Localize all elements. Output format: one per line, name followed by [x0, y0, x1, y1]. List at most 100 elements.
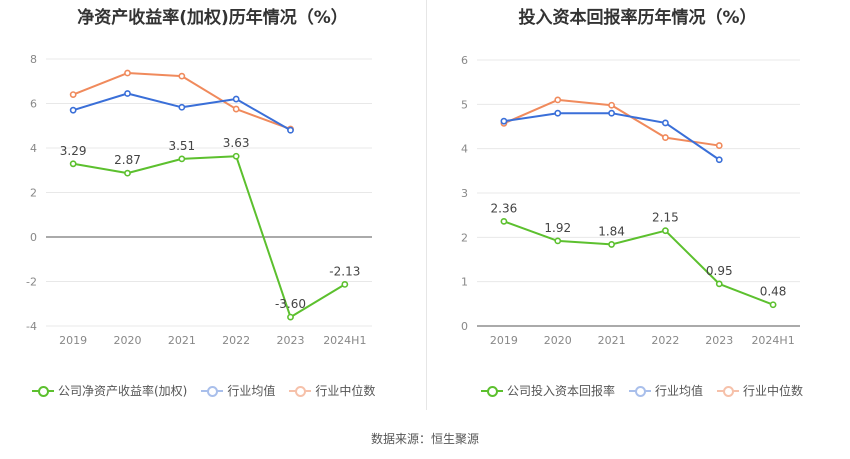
x-tick-label: 2022 — [222, 334, 250, 347]
legend-label: 行业均值 — [655, 384, 704, 398]
y-tick-label: 0 — [461, 320, 468, 333]
y-tick-label: 5 — [461, 98, 468, 111]
data-point[interactable] — [69, 160, 77, 168]
roe-chart-legend: 公司净资产收益率(加权) 行业均值 行业中位数 — [32, 382, 375, 399]
data-point[interactable] — [178, 155, 186, 163]
data-label: 2.87 — [114, 153, 141, 167]
roe-chart-plot: -4 -2 0 2 4 6 8 2019 2020 2021 2022 2023 2024H1 3.29 2… — [26, 53, 372, 347]
legend-line-icon — [481, 385, 503, 397]
data-label: 1.84 — [598, 224, 625, 238]
x-tick-label: 2021 — [598, 334, 626, 347]
data-label: 0.48 — [760, 285, 787, 299]
x-tick-label: 2021 — [168, 334, 196, 347]
data-label: 3.63 — [223, 136, 250, 150]
data-point[interactable] — [500, 217, 508, 225]
data-point[interactable] — [662, 119, 669, 127]
roic-chart-panel: 投入资本回报率历年情况（%） 0 1 2 3 4 5 6 2019 2020 2021 2022 20… — [425, 0, 850, 420]
data-point[interactable] — [662, 134, 669, 141]
data-point[interactable] — [662, 227, 669, 235]
y-tick-label: 2 — [461, 231, 468, 244]
y-tick-label: 2 — [30, 187, 37, 200]
legend-line-icon — [289, 385, 312, 397]
x-tick-label: 2019 — [59, 334, 87, 347]
legend-label: 行业中位数 — [743, 384, 804, 398]
data-point[interactable] — [554, 109, 562, 117]
legend-line-icon — [717, 385, 740, 397]
data-point[interactable] — [715, 280, 723, 288]
data-point[interactable] — [178, 103, 186, 111]
data-point[interactable] — [341, 280, 349, 288]
data-label: -2.13 — [329, 264, 360, 278]
data-point[interactable] — [500, 117, 508, 125]
data-point[interactable] — [769, 301, 777, 309]
data-label: 1.92 — [544, 221, 571, 235]
roic-chart-plot: 0 1 2 3 4 5 6 2019 2020 2021 2022 2023 2024H1 2.36 1.9… — [461, 54, 800, 347]
data-label: 2.36 — [491, 201, 518, 215]
y-tick-label: -2 — [26, 276, 37, 289]
y-tick-label: 3 — [461, 187, 468, 200]
data-point[interactable] — [178, 72, 186, 80]
panel-divider — [426, 0, 427, 410]
legend-line-icon — [629, 385, 652, 397]
y-tick-label: 4 — [30, 142, 37, 155]
roic-chart-title: 投入资本回报率历年情况（%） — [518, 8, 757, 28]
data-point[interactable] — [232, 95, 240, 103]
legend-item-industry-mean[interactable]: 行业均值 — [201, 382, 275, 399]
roe-chart-title: 净资产收益率(加权)历年情况（%） — [77, 8, 348, 28]
data-point[interactable] — [232, 105, 240, 113]
legend-label: 公司净资产收益率(加权) — [58, 384, 188, 398]
data-label: 0.95 — [706, 264, 733, 278]
legend-item-industry-median[interactable]: 行业中位数 — [289, 382, 375, 399]
x-tick-label: 2024H1 — [751, 334, 794, 347]
y-tick-label: 4 — [461, 143, 468, 156]
data-point[interactable] — [715, 142, 723, 149]
y-tick-label: 8 — [30, 53, 37, 66]
legend-label: 公司投入资本回报率 — [507, 384, 616, 398]
x-tick-label: 2024H1 — [323, 334, 366, 347]
legend-line-icon — [201, 385, 224, 397]
series-line-0 — [72, 155, 346, 319]
data-point[interactable] — [608, 101, 615, 109]
data-point[interactable] — [608, 109, 615, 117]
data-point[interactable] — [715, 156, 723, 164]
data-source-note: 数据来源：恒生聚源 — [370, 432, 479, 446]
data-label: 3.29 — [60, 144, 87, 158]
data-point[interactable] — [232, 152, 240, 160]
series-line-0 — [503, 220, 774, 306]
data-label: 3.51 — [168, 139, 195, 153]
legend-item-industry-median[interactable]: 行业中位数 — [717, 382, 803, 399]
series-line-1 — [72, 92, 291, 132]
roe-chart-panel: 净资产收益率(加权)历年情况（%） -4 -2 0 2 4 6 8 2019 2020 2021 2… — [0, 0, 425, 420]
data-point[interactable] — [608, 241, 615, 248]
x-tick-label: 2019 — [490, 334, 518, 347]
data-point[interactable] — [69, 91, 77, 98]
legend-item-company-roic[interactable]: 公司投入资本回报率 — [481, 382, 615, 399]
legend-label: 行业中位数 — [315, 384, 376, 398]
x-tick-label: 2020 — [114, 334, 142, 347]
data-point[interactable] — [69, 106, 77, 114]
x-tick-label: 2023 — [277, 334, 305, 347]
y-tick-label: 0 — [30, 231, 37, 244]
x-tick-label: 2022 — [651, 334, 679, 347]
x-tick-label: 2023 — [705, 334, 733, 347]
data-point[interactable] — [124, 69, 131, 77]
data-label: 2.15 — [652, 211, 679, 225]
legend-item-company-roe[interactable]: 公司净资产收益率(加权) — [32, 382, 187, 399]
data-point[interactable] — [124, 169, 131, 177]
y-tick-label: 1 — [461, 276, 468, 289]
legend-line-icon — [32, 385, 54, 397]
y-tick-label: -4 — [26, 320, 37, 333]
series-line-1 — [503, 112, 720, 161]
y-tick-label: 6 — [30, 98, 37, 111]
y-tick-label: 6 — [461, 54, 468, 67]
x-tick-label: 2020 — [544, 334, 572, 347]
data-point[interactable] — [124, 90, 131, 97]
data-point[interactable] — [287, 313, 294, 321]
data-point[interactable] — [554, 96, 562, 104]
data-label: -3.60 — [275, 297, 306, 311]
data-point[interactable] — [287, 126, 294, 134]
legend-label: 行业均值 — [227, 384, 276, 398]
legend-item-industry-mean[interactable]: 行业均值 — [629, 382, 703, 399]
roic-chart-legend: 公司投入资本回报率 行业均值 行业中位数 — [481, 382, 803, 399]
data-point[interactable] — [554, 237, 562, 245]
